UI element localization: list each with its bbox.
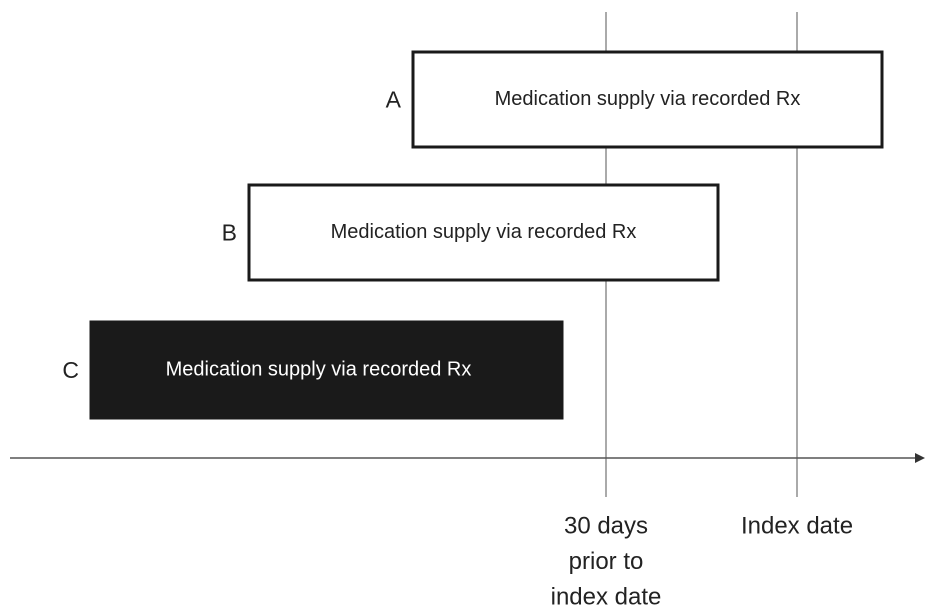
bar-label: B <box>222 220 237 246</box>
supply-bar <box>247 183 720 282</box>
marker-label: Index date <box>741 512 853 539</box>
marker-label: 30 days <box>564 512 648 539</box>
supply-bar <box>89 320 564 420</box>
marker-label: index date <box>551 583 662 608</box>
bar-text: Medication supply via recorded Rx <box>331 221 637 243</box>
bar-text: Medication supply via recorded Rx <box>166 358 472 380</box>
bar-label: A <box>386 87 402 113</box>
axis-arrow <box>915 453 925 463</box>
supply-bar <box>411 50 884 149</box>
bar-text: Medication supply via recorded Rx <box>495 88 801 110</box>
marker-label: prior to <box>569 548 644 575</box>
bar-label: C <box>62 357 79 383</box>
